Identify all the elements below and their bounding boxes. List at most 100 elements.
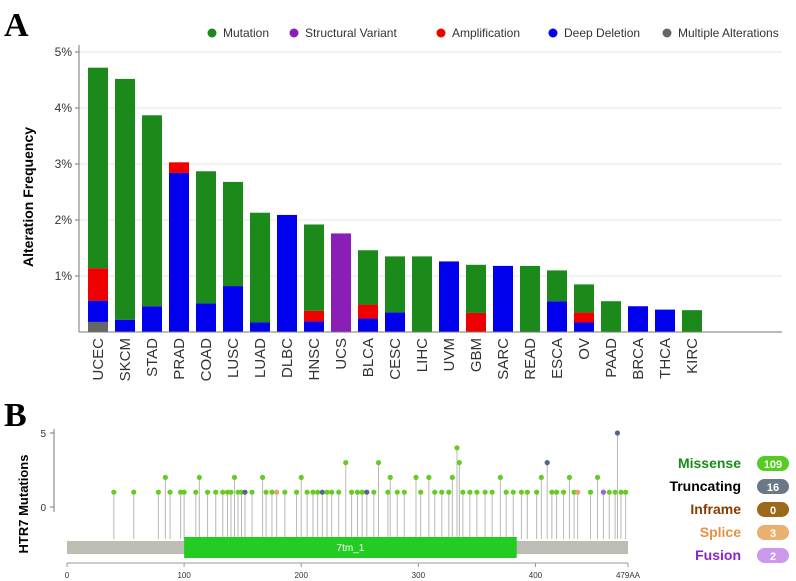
lollipop-head (249, 489, 255, 495)
lollipop-head (131, 489, 137, 495)
x-category-label: UVM (441, 338, 458, 371)
count-badge (757, 548, 789, 563)
bar-mutation (223, 181, 243, 287)
bar-amplification (304, 310, 324, 322)
lollipop-head (263, 489, 269, 495)
panel-a-bars (88, 67, 702, 332)
legend-label: Deep Deletion (564, 26, 640, 40)
lollipop-head (196, 474, 202, 480)
x-category-label: READ (522, 338, 539, 380)
lollipop-head (489, 489, 495, 495)
lollipop-head (614, 430, 621, 436)
lollipop-head (449, 474, 455, 480)
lollipop-head (298, 474, 304, 480)
lollipop-head (204, 489, 211, 495)
x-category-label: KIRC (684, 338, 701, 374)
legend-swatch (662, 28, 672, 38)
lollipop-head (242, 489, 248, 495)
lollipop-head (359, 489, 365, 495)
lollipop-head (394, 489, 400, 495)
lollipop-head (220, 489, 226, 495)
bar-deep-deletion (655, 309, 675, 332)
bar-deep-deletion (439, 261, 459, 332)
bar-mutation (412, 256, 432, 332)
lollipop-head (575, 489, 581, 495)
lollipop-head (612, 489, 618, 495)
lollipop-head (167, 489, 173, 495)
x-category-label: SARC (495, 338, 512, 380)
y-tick-label: 5 (40, 429, 46, 440)
legend-label: Mutation (223, 26, 269, 40)
lollipop-head (482, 489, 488, 495)
lollipop-head (304, 489, 310, 495)
lollipop-head (566, 474, 573, 480)
bar-deep-deletion (547, 301, 567, 332)
bar-deep-deletion (277, 214, 297, 332)
x-category-label: OV (576, 338, 593, 360)
lollipop-head (518, 489, 525, 495)
bar-mutation (682, 310, 702, 332)
legend-label: Multiple Alterations (678, 26, 779, 40)
bar-deep-deletion (574, 322, 594, 332)
mutation-type-label: Inframe (690, 501, 741, 517)
bar-deep-deletion (196, 303, 216, 332)
lollipop-head (510, 489, 516, 495)
lollipop-head (401, 489, 407, 495)
lollipop-head (467, 489, 473, 495)
bar-mutation (547, 270, 567, 302)
x-category-label: GBM (468, 338, 485, 372)
legend-swatch (289, 28, 299, 38)
x-category-label: BLCA (360, 338, 377, 377)
lollipop-head (623, 489, 629, 495)
lollipop-head (293, 489, 300, 495)
bar-mutation (358, 250, 378, 305)
x-end-label: 479AA (616, 571, 641, 580)
panel-a-x-labels: UCEC SKCM STAD PRAD COAD LUSC LUAD DLBC HNSC UCS B… (90, 338, 701, 382)
bar-deep-deletion (250, 322, 270, 332)
panel-a-legend: Mutation Structural Variant Amplification D… (207, 26, 779, 40)
bar-deep-deletion (115, 319, 135, 332)
y-tick-label: 5% (55, 45, 73, 59)
lollipop-head (231, 474, 238, 480)
domain-label: 7tm_1 (337, 543, 365, 554)
x-category-label: THCA (657, 338, 674, 379)
lollipop-head (587, 489, 594, 495)
x-category-label: SKCM (117, 338, 134, 381)
x-category-label: LIHC (414, 338, 431, 372)
lollipop-head (503, 489, 509, 495)
bar-deep-deletion (493, 265, 513, 332)
panel-a-letter: A (4, 7, 29, 44)
legend-swatch (207, 28, 217, 38)
bar-amplification (574, 312, 594, 323)
lollipop-head (259, 474, 266, 480)
lollipop-head (274, 489, 280, 495)
y-tick-label: 1% (55, 269, 73, 283)
x-tick-label: 400 (529, 571, 543, 580)
lollipop-head (618, 489, 624, 495)
lollipop-head (454, 445, 460, 451)
x-category-label: BRCA (630, 338, 647, 380)
lollipop-head (315, 489, 321, 495)
lollipop-head (329, 489, 335, 495)
bar-mutation (466, 264, 486, 313)
lollipop-head (336, 489, 342, 495)
lollipop-head (439, 489, 445, 495)
lollipop-head (549, 489, 555, 495)
lollipop-head (385, 489, 391, 495)
lollipop-head (594, 474, 601, 480)
bar-deep-deletion (385, 312, 405, 332)
lollipop-head (213, 489, 219, 495)
lollipop-head (544, 460, 550, 466)
y-tick-label: 4% (55, 101, 73, 115)
lollipop-head (181, 489, 187, 495)
panel-b-axes: 05 (40, 429, 55, 514)
bar-mutation (196, 171, 216, 304)
panel-b-legend: Missense 109 Truncating 16 Inframe 0 Splice 3 Fu… (669, 455, 789, 563)
legend-swatch (436, 28, 446, 38)
lollipop-head (474, 489, 480, 495)
lollipop-head (538, 474, 544, 480)
lollipop-head (319, 489, 325, 495)
bar-deep-deletion (628, 306, 648, 332)
lollipop-head (371, 489, 377, 495)
